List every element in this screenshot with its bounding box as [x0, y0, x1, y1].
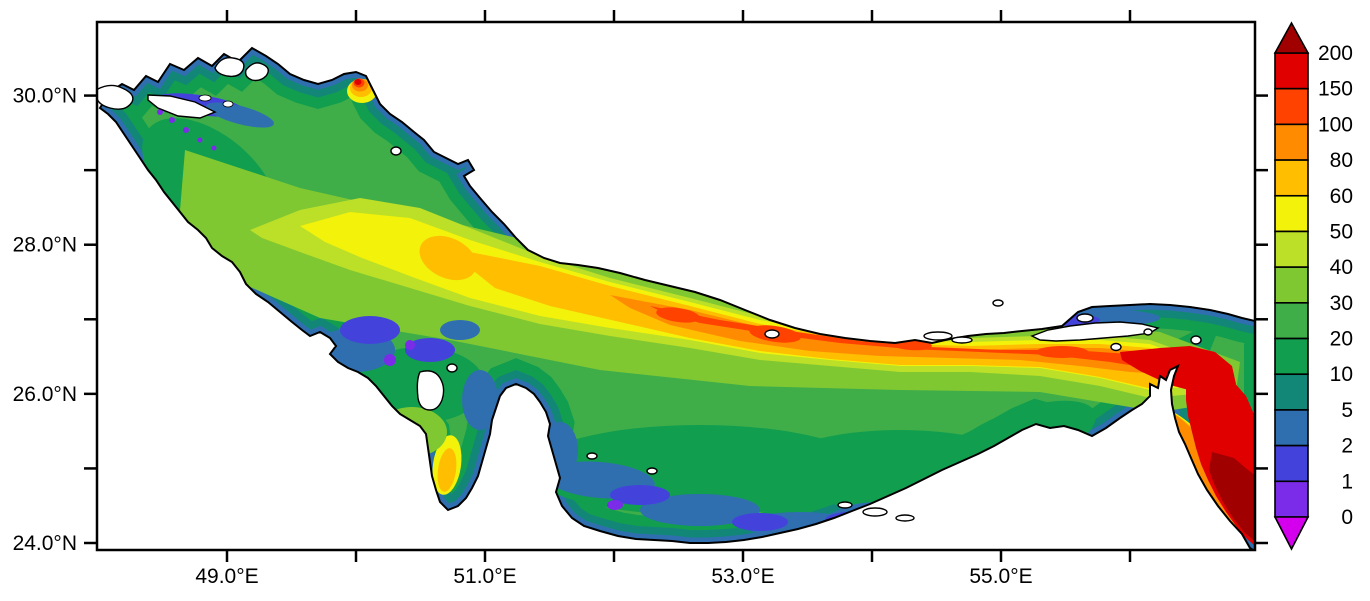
colorbar-label: 5 — [1341, 399, 1353, 422]
colorbar-segment-100-150 — [1274, 87, 1309, 126]
colorbar-segment-150-200 — [1274, 52, 1309, 90]
islet — [586, 452, 598, 460]
deep-streak — [656, 307, 700, 323]
colorbar-segment-20-30 — [1274, 302, 1309, 340]
colorbar-label: 150 — [1318, 78, 1353, 101]
band-50-60 — [300, 212, 1212, 390]
y-axis-tick-label: 24.0°N — [13, 532, 77, 555]
hormuz-islet — [1190, 335, 1202, 345]
colorbar-label: 2 — [1341, 435, 1353, 458]
colorbar-label: 10 — [1330, 363, 1353, 386]
colorbar-label: 60 — [1330, 185, 1353, 208]
colorbar-label: 80 — [1330, 149, 1353, 172]
violet-patch — [607, 500, 623, 510]
violet-dot — [405, 340, 415, 350]
colorbar-under-arrow — [1273, 516, 1310, 551]
colorbar-segment-2-5 — [1274, 409, 1309, 447]
violet-dot — [157, 109, 163, 115]
blue-patch — [206, 102, 274, 128]
kuwait-bay-land — [97, 84, 134, 110]
colorbar-label: 50 — [1330, 220, 1353, 243]
islet — [446, 363, 458, 373]
plot-frame — [95, 20, 1257, 552]
colorbar-segment-0-1 — [1274, 480, 1309, 518]
band-100-150 — [650, 306, 1160, 368]
islet — [1076, 313, 1094, 323]
colorbar-segment-50-60 — [1274, 194, 1309, 233]
x-axis-tick-label: 49.0°E — [195, 565, 258, 588]
x-axis-tick-label: 53.0°E — [711, 565, 774, 588]
colorbar-label: 0 — [1341, 506, 1353, 529]
colorbar-segment-5-10 — [1274, 373, 1309, 411]
axis-tick-labels: 49.0°E 51.0°E 53.0°E 55.0°E 30.0°N 28.0°N 26.0… — [13, 85, 1033, 588]
y-axis-tick-label: 28.0°N — [13, 234, 77, 257]
coastal-lagoon — [214, 57, 245, 78]
nw-land-tongue — [147, 94, 217, 119]
colorbar-segment-30-40 — [1274, 266, 1309, 304]
colorbar-segment-60-80 — [1274, 159, 1309, 197]
islet — [390, 146, 402, 156]
colorbar-segment-40-50 — [1274, 230, 1309, 268]
colorbar-label: 1 — [1341, 470, 1353, 493]
islet — [764, 329, 780, 339]
colorbar-segment-80-100 — [1274, 123, 1309, 161]
qeshm-island — [1030, 321, 1160, 342]
violet-dot — [169, 117, 175, 123]
violet-dot — [384, 354, 396, 366]
blue-patch-bay — [405, 338, 455, 362]
y-axis-tick-label: 26.0°N — [13, 383, 77, 406]
y-axis-tick-label: 30.0°N — [13, 85, 77, 108]
shoal — [222, 100, 234, 108]
bahrain-island — [416, 370, 445, 411]
coastal-bar — [951, 336, 973, 344]
blue-patch-south — [732, 513, 788, 531]
blue-patch-bay — [462, 370, 498, 430]
blue-patch-south — [640, 494, 760, 526]
colorbar-label: 20 — [1330, 328, 1353, 351]
colorbar-label: 40 — [1330, 256, 1353, 279]
colorbar-label: 200 — [1318, 42, 1353, 65]
shoal — [895, 514, 915, 522]
shoal — [198, 94, 212, 102]
x-axis-tick-label: 55.0°E — [969, 565, 1032, 588]
blue-patch-bay — [440, 320, 480, 340]
band-60-80-nw-patch — [419, 235, 477, 281]
hotspot-core — [354, 79, 362, 85]
islands-layer — [97, 57, 1202, 522]
salwa-patch-inner — [437, 448, 457, 492]
violet-dot — [197, 137, 203, 143]
hormuz-islet — [1143, 328, 1153, 336]
blue-patch-south — [610, 485, 670, 505]
shoal — [837, 501, 853, 509]
colorbar-segment-10-20 — [1274, 337, 1309, 376]
deep-streak — [1036, 346, 1088, 358]
coastal-bar — [923, 331, 953, 341]
colorbar-over-arrow — [1273, 21, 1310, 54]
colorbar-label: 100 — [1318, 113, 1353, 136]
x-axis-tick-label: 51.0°E — [453, 565, 516, 588]
colorbar — [1273, 21, 1310, 551]
hormuz-islet — [1110, 342, 1122, 352]
violet-dot — [183, 127, 189, 133]
blue-patch-bay — [340, 316, 400, 344]
violet-dot — [211, 145, 217, 151]
coastal-lagoon — [244, 62, 269, 82]
islet — [992, 299, 1004, 307]
axis-ticks — [84, 10, 1268, 562]
islet — [646, 467, 658, 475]
shoal — [862, 507, 888, 517]
band-over-200-oman-core — [1209, 452, 1255, 548]
colorbar-segment-1-2 — [1274, 444, 1309, 483]
colorbar-label: 30 — [1330, 292, 1353, 315]
